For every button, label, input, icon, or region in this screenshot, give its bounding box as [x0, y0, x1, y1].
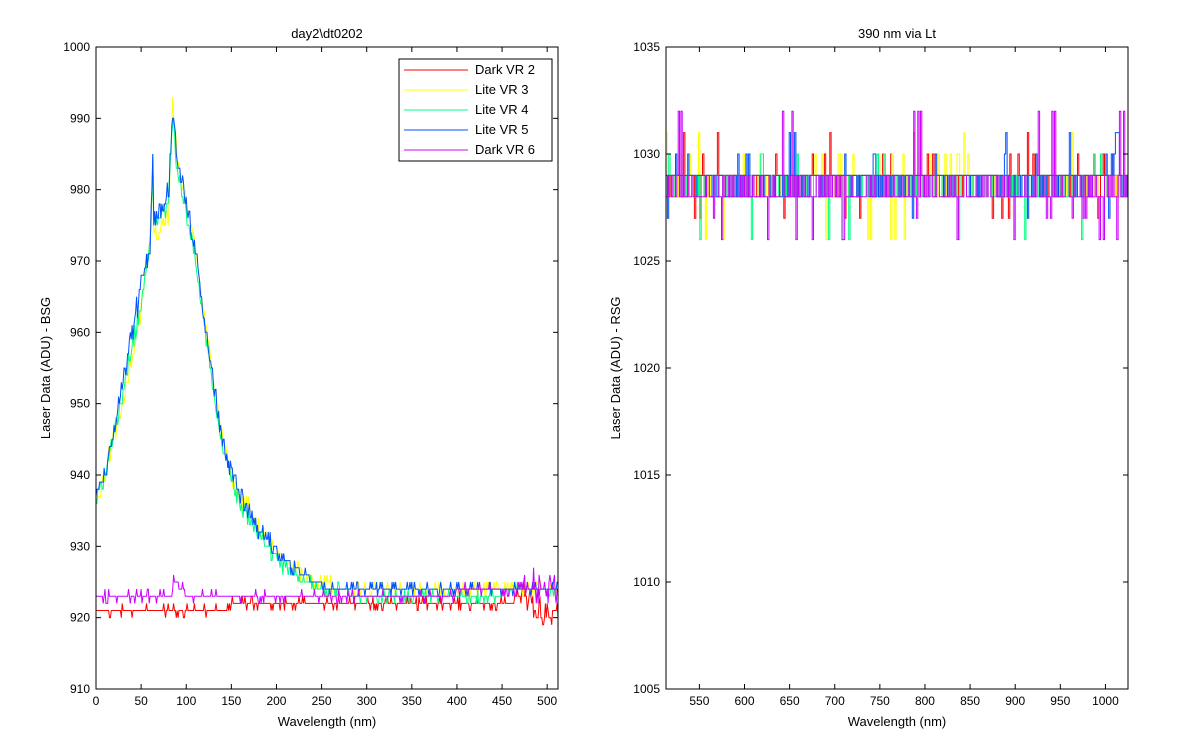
left-y-tick-label: 990 — [70, 111, 90, 125]
left-series-line-5 — [96, 567, 558, 604]
right-x-tick-label: 900 — [1005, 694, 1025, 708]
left-y-tick-label: 960 — [70, 325, 90, 339]
right-series-layer — [666, 110, 1128, 241]
left-y-tick-label: 1000 — [63, 40, 90, 54]
right-y-tick-label: 1035 — [633, 40, 660, 54]
left-x-tick-label: 200 — [266, 694, 286, 708]
left-x-tick-label: 350 — [402, 694, 422, 708]
legend-label: Dark VR 2 — [475, 62, 535, 77]
left-x-tick-label: 250 — [312, 694, 332, 708]
legend: Dark VR 2 Lite VR 3 Lite VR 4 Lite VR 5 Dark… — [398, 58, 553, 162]
left-y-tick-label: 920 — [70, 611, 90, 625]
left-series-layer — [96, 96, 558, 626]
legend-label: Lite VR 4 — [475, 102, 528, 117]
left-y-tick-label: 930 — [70, 539, 90, 553]
right-ticks: 550 600 650 700 750 800 850 900 950 1000 1005 1010 1… — [633, 40, 1128, 708]
right-x-tick-label: 550 — [689, 694, 709, 708]
right-y-tick-label: 1005 — [633, 682, 660, 696]
right-x-tick-label: 1000 — [1092, 694, 1119, 708]
left-x-axis-label: Wavelength (nm) — [278, 714, 377, 729]
right-y-tick-label: 1010 — [633, 575, 660, 589]
left-x-tick-label: 500 — [537, 694, 557, 708]
right-x-tick-label: 950 — [1050, 694, 1070, 708]
left-series-line-4 — [96, 117, 558, 597]
right-y-tick-label: 1030 — [633, 147, 660, 161]
right-x-axis-label: Wavelength (nm) — [848, 714, 947, 729]
right-y-tick-label: 1020 — [633, 361, 660, 375]
left-chart-title: day2\dt0202 — [291, 26, 363, 41]
legend-label: Dark VR 6 — [475, 142, 535, 157]
left-y-axis-label: Laser Data (ADU) - BSG — [38, 297, 53, 439]
left-x-tick-label: 450 — [492, 694, 512, 708]
left-x-tick-label: 300 — [357, 694, 377, 708]
left-y-tick-label: 950 — [70, 397, 90, 411]
right-x-tick-label: 850 — [960, 694, 980, 708]
right-x-tick-label: 650 — [780, 694, 800, 708]
left-x-tick-label: 50 — [134, 694, 148, 708]
left-plot-frame — [95, 46, 559, 690]
right-chart: 550 600 650 700 750 800 850 900 950 1000 1005 1010 1… — [608, 26, 1129, 729]
left-x-tick-label: 100 — [176, 694, 196, 708]
right-x-tick-label: 700 — [825, 694, 845, 708]
right-series-line-5 — [666, 110, 1128, 241]
left-x-tick-label: 400 — [447, 694, 467, 708]
left-x-tick-label: 0 — [93, 694, 100, 708]
right-y-tick-label: 1025 — [633, 254, 660, 268]
left-y-tick-label: 980 — [70, 183, 90, 197]
right-chart-title: 390 nm via Lt — [858, 26, 936, 41]
right-y-axis-label: Laser Data (ADU) - RSG — [608, 296, 623, 439]
legend-label: Lite VR 3 — [475, 82, 528, 97]
left-ticks: 0 50 100 150 200 250 300 350 400 450 500 910 920 930 9… — [63, 40, 558, 708]
right-y-tick-label: 1015 — [633, 468, 660, 482]
left-y-tick-label: 970 — [70, 254, 90, 268]
right-x-tick-label: 750 — [870, 694, 890, 708]
right-x-tick-label: 800 — [915, 694, 935, 708]
left-x-tick-label: 150 — [221, 694, 241, 708]
left-y-tick-label: 910 — [70, 682, 90, 696]
left-chart: 0 50 100 150 200 250 300 350 400 450 500 910 920 930 9… — [38, 26, 559, 729]
left-y-tick-label: 940 — [70, 468, 90, 482]
legend-label: Lite VR 5 — [475, 122, 528, 137]
right-x-tick-label: 600 — [734, 694, 754, 708]
